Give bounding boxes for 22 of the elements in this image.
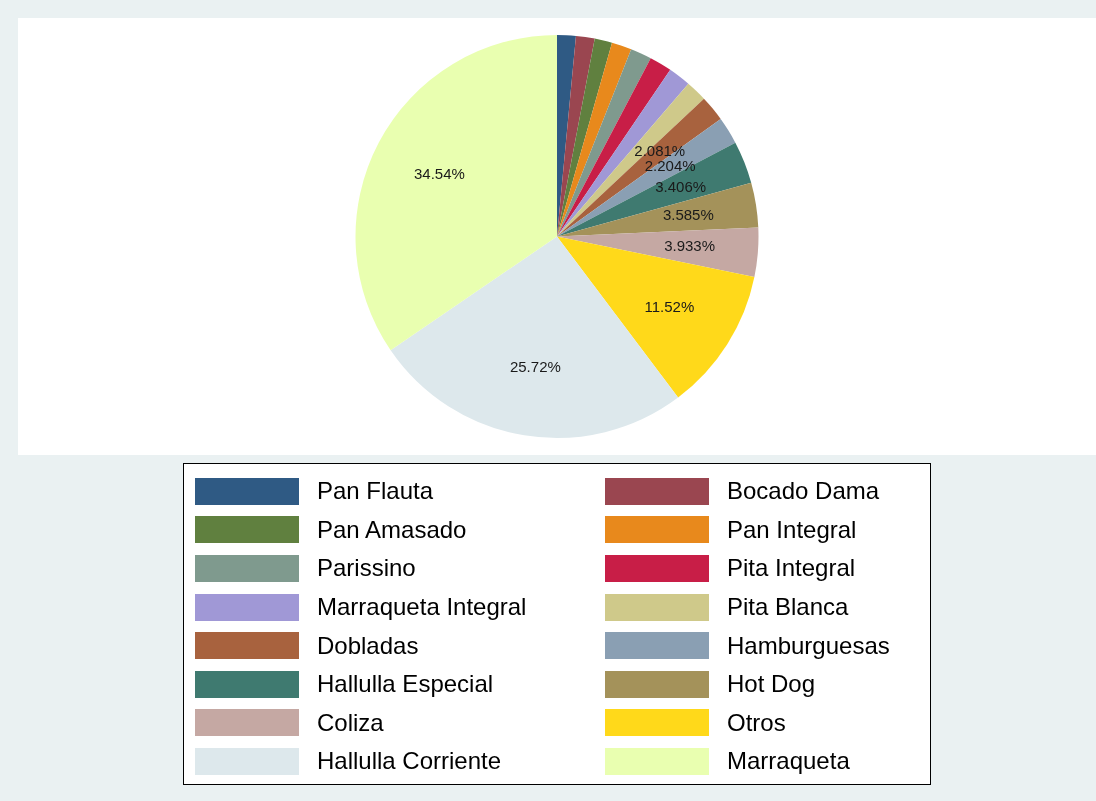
legend-label: Marraqueta: [727, 747, 850, 776]
data-label: 3.406%: [655, 177, 707, 195]
legend-label: Hallulla Corriente: [317, 747, 502, 776]
legend-label: Parissino: [317, 554, 416, 583]
legend-label: Otros: [727, 708, 786, 737]
legend-label: Marraqueta Integral: [317, 593, 527, 622]
legend-label: Pan Amasado: [317, 515, 467, 544]
legend-label: Bocado Dama: [727, 477, 880, 506]
legend-label: Pita Blanca: [727, 593, 849, 622]
legend-label: Hot Dog: [727, 670, 816, 699]
legend-label: Pita Integral: [727, 554, 856, 583]
legend-label: Pan Flauta: [317, 477, 434, 506]
legend-label: Pan Integral: [727, 515, 857, 544]
legend-label: Dobladas: [317, 631, 419, 660]
data-label: 11.52%: [644, 297, 695, 315]
legend-label: Coliza: [317, 708, 384, 737]
data-label: 3.585%: [662, 205, 714, 223]
data-label: 25.72%: [509, 357, 561, 375]
legend-label: Hallulla Especial: [317, 670, 494, 699]
data-label: 34.54%: [413, 164, 465, 182]
legend-label: Hamburguesas: [727, 631, 890, 660]
data-label: 3.933%: [664, 237, 716, 255]
